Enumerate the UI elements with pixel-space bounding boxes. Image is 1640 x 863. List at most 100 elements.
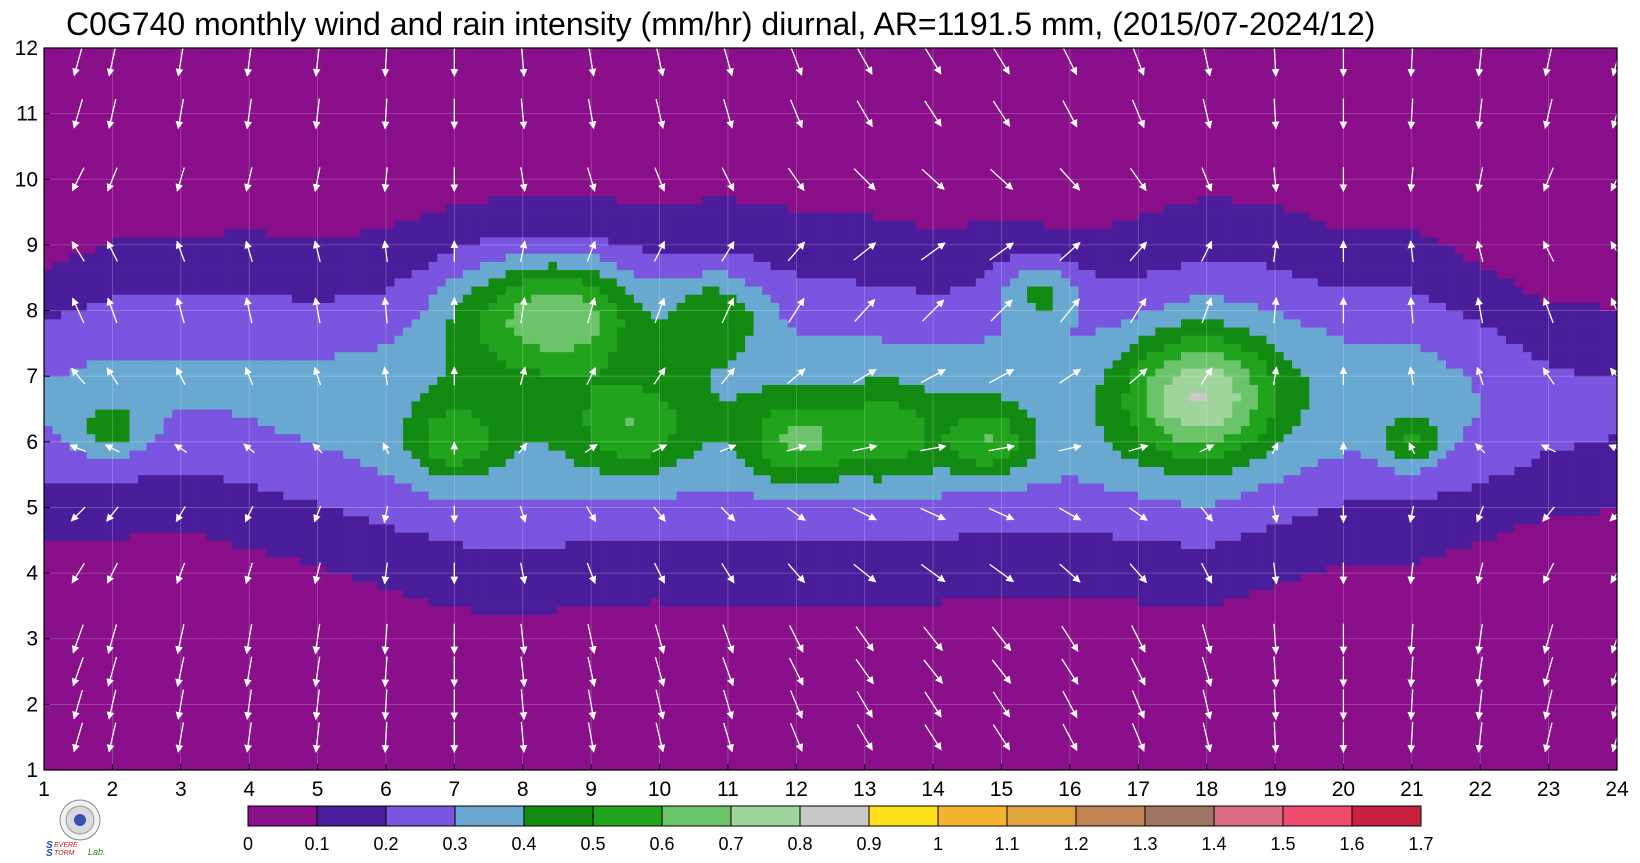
- rain-cell: [223, 326, 233, 336]
- rain-cell: [522, 523, 532, 533]
- rain-cell: [78, 294, 88, 303]
- rain-cell: [120, 244, 131, 254]
- rain-cell: [411, 64, 421, 74]
- rain-cell: [214, 441, 225, 451]
- rain-cell: [300, 384, 310, 394]
- rain-cell: [232, 302, 242, 312]
- rain-cell: [44, 564, 54, 574]
- rain-cell: [317, 244, 327, 254]
- rain-cell: [445, 56, 455, 65]
- rain-cell: [505, 236, 515, 246]
- rain-cell: [351, 737, 361, 746]
- rain-cell: [360, 56, 370, 65]
- rain-cell: [505, 97, 515, 107]
- rain-cell: [129, 622, 139, 632]
- rain-cell: [488, 671, 498, 681]
- rain-cell: [522, 581, 532, 591]
- rain-cell: [103, 409, 113, 418]
- rain-cell: [368, 187, 379, 197]
- rain-cell: [479, 597, 490, 607]
- rain-cell: [155, 121, 165, 131]
- rain-cell: [103, 728, 113, 738]
- rain-cell: [232, 113, 242, 123]
- rain-cell: [420, 630, 430, 640]
- rain-cell: [69, 663, 79, 673]
- rain-cell: [146, 400, 156, 410]
- rain-cell: [411, 228, 421, 238]
- rain-cell: [514, 696, 524, 705]
- rain-cell: [61, 499, 71, 509]
- rain-cell: [420, 351, 430, 361]
- rain-cell: [180, 474, 190, 484]
- rain-cell: [343, 532, 353, 541]
- rain-cell: [44, 89, 54, 98]
- rain-cell: [257, 72, 267, 82]
- rain-cell: [249, 540, 259, 550]
- rain-cell: [138, 646, 148, 656]
- rain-cell: [351, 138, 361, 148]
- rain-cell: [266, 285, 276, 295]
- rain-cell: [163, 704, 173, 714]
- rain-cell: [44, 318, 54, 328]
- rain-cell: [197, 261, 208, 271]
- rain-cell: [257, 589, 267, 599]
- rain-cell: [326, 80, 336, 90]
- rain-cell: [95, 515, 105, 525]
- rain-cell: [112, 285, 122, 295]
- rain-cell: [257, 179, 267, 189]
- rain-cell: [368, 64, 379, 74]
- rain-cell: [454, 294, 464, 303]
- rain-cell: [206, 687, 216, 697]
- rain-cell: [317, 761, 327, 770]
- rain-cell: [249, 720, 259, 730]
- rain-cell: [385, 712, 396, 722]
- rain-cell: [488, 564, 498, 574]
- rain-cell: [189, 630, 199, 640]
- rain-cell: [257, 581, 267, 591]
- rain-cell: [368, 285, 379, 295]
- rain-cell: [351, 384, 361, 394]
- rain-cell: [462, 679, 473, 689]
- rain-cell: [334, 720, 344, 730]
- rain-cell: [497, 351, 507, 361]
- rain-cell: [428, 154, 438, 164]
- rain-cell: [454, 663, 464, 673]
- rain-cell: [334, 499, 344, 509]
- rain-cell: [334, 138, 344, 148]
- rain-cell: [266, 728, 276, 738]
- rain-cell: [368, 310, 379, 320]
- rain-cell: [78, 409, 88, 418]
- rain-cell: [129, 359, 139, 369]
- rain-cell: [403, 130, 413, 139]
- rain-cell: [488, 384, 498, 394]
- rain-cell: [180, 269, 190, 279]
- rain-cell: [249, 310, 259, 320]
- rain-cell: [420, 515, 430, 525]
- rain-cell: [274, 548, 284, 558]
- rain-cell: [471, 318, 481, 328]
- rain-cell: [368, 146, 379, 156]
- rain-cell: [112, 532, 122, 541]
- rain-cell: [437, 704, 447, 714]
- rain-cell: [95, 228, 105, 238]
- rain-cell: [155, 400, 165, 410]
- rain-cell: [112, 80, 122, 90]
- rain-cell: [103, 72, 113, 82]
- rain-cell: [86, 335, 96, 344]
- rain-cell: [403, 48, 413, 57]
- rain-cell: [44, 679, 54, 689]
- rain-cell: [163, 162, 173, 172]
- rain-cell: [497, 409, 507, 418]
- rain-cell: [317, 80, 327, 90]
- rain-cell: [206, 679, 216, 689]
- rain-cell: [189, 409, 199, 418]
- rain-cell: [351, 540, 361, 550]
- rain-cell: [514, 458, 524, 468]
- rain-cell: [232, 64, 242, 74]
- rain-cell: [445, 318, 455, 328]
- rain-cell: [462, 326, 473, 336]
- rain-cell: [471, 655, 481, 664]
- rain-cell: [240, 638, 250, 648]
- rain-cell: [197, 491, 208, 500]
- rain-cell: [471, 556, 481, 566]
